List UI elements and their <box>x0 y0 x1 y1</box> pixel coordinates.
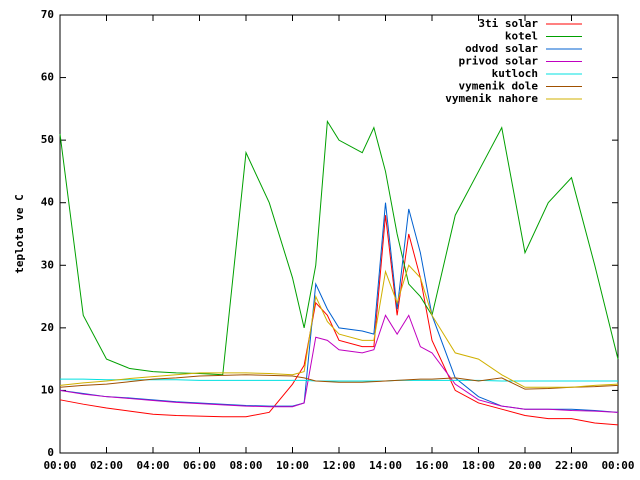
x-tick-label: 12:00 <box>322 459 355 472</box>
legend-label: odvod solar <box>465 42 538 55</box>
y-tick-label: 10 <box>41 383 54 396</box>
x-tick-label: 20:00 <box>508 459 541 472</box>
legend-label: privod solar <box>459 55 539 68</box>
series-line <box>59 314 619 413</box>
legend-label: 3ti solar <box>478 17 538 30</box>
x-tick-label: 08:00 <box>229 459 262 472</box>
x-tick-label: 02:00 <box>90 459 123 472</box>
series-line <box>59 374 619 390</box>
series-line <box>60 378 618 382</box>
legend-label: kotel <box>505 30 538 43</box>
series-line <box>59 215 619 426</box>
y-tick-label: 70 <box>41 8 54 21</box>
y-tick-label: 0 <box>47 446 54 459</box>
x-tick-label: 18:00 <box>462 459 495 472</box>
legend-label: kutloch <box>492 67 538 80</box>
x-tick-label: 16:00 <box>415 459 448 472</box>
series-line <box>59 264 619 388</box>
legend-label: vymenik dole <box>459 80 539 93</box>
y-tick-label: 60 <box>41 71 54 84</box>
y-tick-label: 30 <box>41 258 54 271</box>
x-tick-label: 00:00 <box>601 459 634 472</box>
y-tick-label: 40 <box>41 196 54 209</box>
series-line <box>59 119 619 376</box>
x-tick-label: 06:00 <box>183 459 216 472</box>
x-tick-label: 14:00 <box>369 459 402 472</box>
legend-label: vymenik nahore <box>445 92 538 105</box>
y-tick-label: 20 <box>41 321 54 334</box>
x-tick-label: 04:00 <box>136 459 169 472</box>
y-axis-label: teplota ve C <box>13 194 26 273</box>
x-tick-label: 22:00 <box>555 459 588 472</box>
x-tick-label: 10:00 <box>276 459 309 472</box>
x-tick-label: 00:00 <box>43 459 76 472</box>
y-tick-label: 50 <box>41 133 54 146</box>
